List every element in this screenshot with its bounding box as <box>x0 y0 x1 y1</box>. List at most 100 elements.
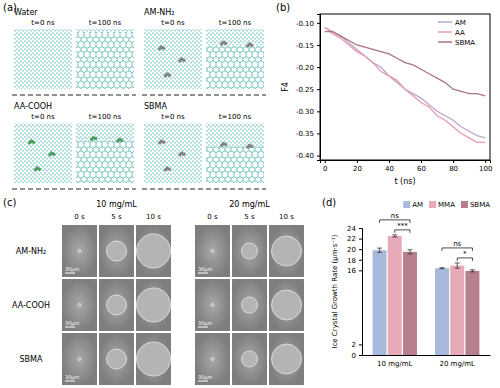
scale-bar <box>65 273 75 274</box>
error-bar <box>392 235 397 237</box>
time-label: 5 s <box>244 213 255 221</box>
system-name: SBMA <box>144 102 167 111</box>
significance-label: ns <box>453 240 461 248</box>
panel-label: (b) <box>276 2 290 13</box>
y-axis-tick: 16 <box>347 267 362 275</box>
micrograph <box>269 333 304 385</box>
legend-label: SBMA <box>470 201 490 209</box>
x-axis-title: t (ns) <box>394 177 415 186</box>
molecule <box>246 146 249 149</box>
ice-crystal <box>211 250 214 253</box>
molecule <box>168 168 171 171</box>
molecule <box>224 143 227 146</box>
molecule <box>164 74 167 77</box>
ice-crystal <box>78 358 81 361</box>
ice-crystal <box>211 358 214 361</box>
scale-bar <box>198 381 208 382</box>
molecule <box>34 168 37 171</box>
ice-crystal <box>242 243 258 259</box>
x-axis-line <box>321 161 491 164</box>
molecule <box>182 59 185 62</box>
molecule <box>168 74 171 77</box>
micrograph <box>195 333 230 385</box>
y-axis-tick-mark <box>359 239 362 240</box>
error-bar <box>440 268 445 269</box>
time-label: t=0 ns <box>31 19 55 27</box>
molecule <box>48 153 51 156</box>
molecule <box>94 137 97 140</box>
legend: AMMMASBMA <box>403 201 490 209</box>
scale-bar-label: 30μm <box>198 266 213 273</box>
ice-crystal <box>242 351 258 367</box>
micrograph <box>269 225 304 277</box>
panel-label: (c) <box>3 197 16 208</box>
x-axis-tick-label: 80 <box>449 165 458 173</box>
system-name: AA-COOH <box>14 102 52 111</box>
y-axis-tick: 18 <box>347 256 362 264</box>
water-box <box>206 29 264 46</box>
ice-lattice <box>76 32 134 89</box>
y-axis-tick-mark <box>359 228 362 229</box>
y-axis-line <box>359 229 363 356</box>
micrograph <box>62 333 97 385</box>
molecule <box>178 153 181 156</box>
data-line <box>325 32 485 96</box>
molecule <box>224 42 227 45</box>
molecule <box>32 141 35 144</box>
micrograph <box>232 333 267 385</box>
micrograph <box>232 225 267 277</box>
micrograph <box>232 279 267 331</box>
concentration-label: 10 mg/mL <box>96 200 137 209</box>
snapshot-pair: Watert=0 nst=100 ns <box>12 8 136 95</box>
ice-seed-line <box>12 188 136 189</box>
y-axis-tick-mark <box>359 270 362 271</box>
legend-label: AM <box>412 201 423 209</box>
ice-crystal <box>211 304 214 307</box>
x-axis-tick: 100 <box>479 160 492 173</box>
significance-label: ns <box>391 212 399 220</box>
row-label: AM-NH₂ <box>16 247 46 256</box>
water-box <box>76 29 134 32</box>
ice-lattice <box>76 141 134 183</box>
y-axis-tick-label: -0.35 <box>296 130 314 138</box>
molecule <box>164 168 167 171</box>
y-axis-tick: -0.15 <box>296 42 320 50</box>
time-label: t=0 ns <box>31 113 55 121</box>
molecule <box>162 141 165 144</box>
y-axis: 021618202224 <box>347 225 362 360</box>
time-label: t=100 ns <box>219 113 252 121</box>
row-label: AA-COOH <box>12 301 50 310</box>
bar <box>435 268 449 355</box>
x-axis-tick: 10 mg/mL <box>377 355 413 368</box>
y-axis-tick: 24 <box>347 225 362 233</box>
ice-crystal <box>137 288 171 322</box>
molecule <box>116 140 119 143</box>
scale-bar <box>65 327 75 328</box>
panel-d: (d)02161820222410 mg/mL20 mg/mLns***ns*I… <box>322 197 491 368</box>
time-label: 0 s <box>207 213 218 221</box>
x-axis-tick-label: 20 <box>353 165 362 173</box>
time-label: 0 s <box>74 213 85 221</box>
x-axis-tick: 0 <box>323 160 327 173</box>
y-axis-tick-label: -0.15 <box>296 42 314 50</box>
scale-bar <box>198 273 208 274</box>
y-axis-tick: 2 <box>352 341 362 349</box>
scale-bar-label: 30μm <box>65 374 80 381</box>
panel-label: (d) <box>322 197 336 208</box>
scale-bar <box>65 381 75 382</box>
system-name: AM-NH₂ <box>144 8 174 17</box>
snapshot-pair: AA-COOHt=0 nst=100 ns <box>12 102 136 189</box>
error-bar <box>455 263 460 268</box>
water-box <box>14 123 72 183</box>
molecule <box>158 47 161 50</box>
micrograph <box>99 333 134 385</box>
error-bar <box>470 270 475 272</box>
error-bar <box>377 248 382 252</box>
legend-swatch <box>438 21 452 23</box>
molecule <box>178 59 181 62</box>
x-axis-tick-label: 100 <box>479 165 492 173</box>
ice-seed-line <box>142 94 266 95</box>
bar <box>388 236 402 355</box>
ice-seed-line <box>12 94 136 95</box>
water-box <box>144 29 202 89</box>
